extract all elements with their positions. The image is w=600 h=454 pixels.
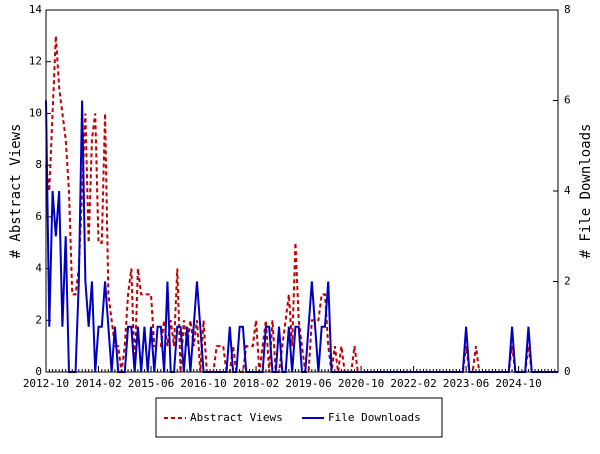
y2-tick-label: 2 (564, 275, 571, 288)
series-line (45, 35, 558, 373)
y-tick-label: 6 (35, 210, 42, 223)
y-axis-title: # Abstract Views (8, 124, 24, 259)
x-tick-label: 2018-02 (233, 377, 279, 390)
y-tick-label: 14 (29, 3, 43, 16)
x-tick-label: 2014-02 (75, 377, 121, 390)
legend-label: File Downloads (328, 411, 421, 424)
y2-tick-label: 6 (564, 94, 571, 107)
y-tick-label: 0 (35, 365, 42, 378)
x-tick-label: 2019-06 (285, 377, 331, 390)
x-tick-label: 2012-10 (23, 377, 69, 390)
legend-label: Abstract Views (190, 411, 283, 424)
y2-tick-label: 0 (564, 365, 571, 378)
x-tick-label: 2015-06 (128, 377, 174, 390)
plot-frame (45, 9, 559, 373)
x-tick-label: 2016-10 (180, 377, 226, 390)
y-tick-label: 4 (35, 262, 42, 275)
x-tick-label: 2022-02 (390, 377, 436, 390)
y-tick-label: 8 (35, 158, 42, 171)
legend-box (155, 397, 443, 438)
x-tick-label: 2020-10 (338, 377, 384, 390)
y2-axis-title: # File Downloads (578, 124, 594, 259)
y2-tick-label: 4 (564, 184, 571, 197)
x-tick-label: 2024-10 (495, 377, 541, 390)
y-tick-label: 12 (29, 55, 42, 68)
x-tick-label: 2023-06 (443, 377, 489, 390)
y-tick-label: 10 (29, 106, 42, 119)
y-tick-label: 2 (35, 313, 42, 326)
y2-tick-label: 8 (564, 3, 571, 16)
